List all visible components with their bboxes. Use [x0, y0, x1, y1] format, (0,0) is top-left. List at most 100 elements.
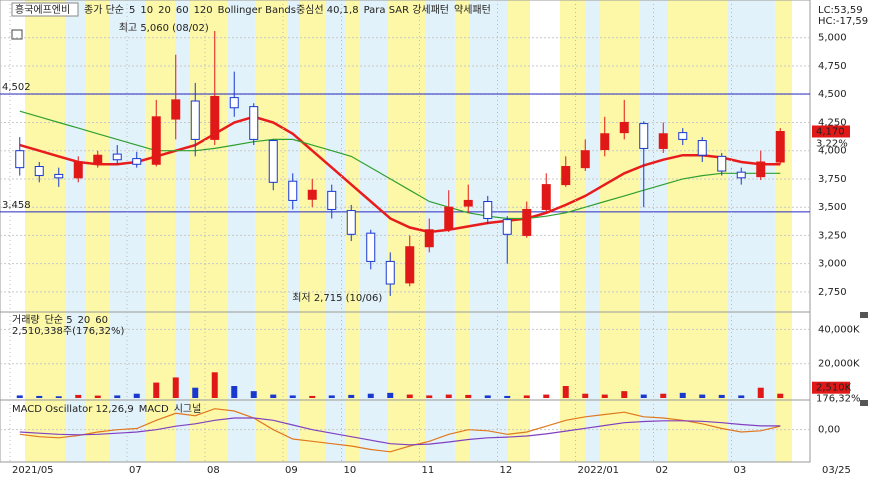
volume-bar: [289, 395, 296, 398]
stripe: [287, 0, 300, 462]
volume-bar: [75, 394, 82, 398]
x-tick-label: 07: [129, 465, 142, 476]
stripe: [600, 0, 640, 462]
change-label: 176,32%: [816, 394, 861, 405]
y-tick-label: 4,500: [818, 89, 847, 100]
legend-item: 5: [129, 5, 135, 16]
legend-item: 20: [158, 5, 171, 16]
legend-item: 단순 5: [45, 314, 73, 326]
line-series: [19, 408, 781, 453]
x-tick-label: 09: [285, 465, 298, 476]
volume-bar: [523, 395, 530, 398]
y-tick-label: 3,250: [818, 230, 847, 241]
volume-bar: [679, 392, 686, 398]
legend-item: 시그널: [174, 403, 202, 415]
y-tick-label: 20,000K: [818, 359, 860, 370]
legend-item: MACD: [139, 404, 169, 415]
legend-item: Bollinger Bands중심선 40,1,8: [218, 4, 359, 16]
volume-bar: [211, 372, 218, 398]
candle-body: [697, 140, 707, 156]
candle-body: [405, 246, 415, 284]
candle-body: [73, 161, 83, 179]
period-stripes: [25, 0, 792, 462]
stripe: [470, 0, 508, 462]
y-tick-label: 2,750: [818, 287, 847, 298]
y-tick-label: 4,250: [818, 117, 847, 128]
volume-bar: [465, 394, 472, 398]
candle-body: [678, 132, 688, 140]
legend-item: 20: [78, 315, 91, 326]
candle-body: [229, 97, 239, 109]
volume-bar: [621, 391, 628, 398]
stripe: [25, 0, 65, 462]
candle-body: [151, 116, 161, 165]
volume-bar: [309, 395, 316, 398]
panel-button[interactable]: [860, 400, 868, 406]
volume-bar: [543, 394, 550, 398]
panel-title: MACD Oscillator 12,26,9: [12, 404, 134, 415]
volume-bar: [133, 393, 140, 398]
candle-body: [34, 166, 44, 177]
x-tick-label: 02: [656, 465, 669, 476]
stripe: [728, 0, 775, 462]
candle-body: [463, 199, 473, 207]
stock-name: 흥국에프엔비: [15, 3, 70, 16]
volume-bar: [601, 394, 608, 398]
candle-body: [424, 229, 434, 248]
candle-body: [502, 219, 512, 235]
volume-bar: [153, 382, 160, 398]
candle-body: [93, 154, 103, 164]
candle-body: [327, 190, 337, 210]
panel-button[interactable]: [860, 312, 868, 318]
volume-bar: [582, 393, 589, 398]
plot-frame: [0, 0, 811, 463]
last-volume-label: 2,510K: [816, 383, 852, 394]
candle-body: [132, 158, 142, 165]
candle-body: [775, 130, 785, 163]
annotation: 최저 2,715 (10/06): [292, 292, 382, 304]
stripe: [560, 0, 585, 462]
settings-icon[interactable]: [11, 29, 23, 40]
candle-body: [112, 153, 122, 161]
volume-bar: [562, 386, 569, 398]
candle-body: [54, 173, 64, 179]
candle-body: [580, 150, 590, 169]
legend-item: 거래량: [12, 314, 40, 326]
legend-item: 60: [95, 315, 108, 326]
line-series: [19, 110, 781, 220]
x-end-label: 03/25: [822, 465, 851, 476]
volume-bar: [757, 387, 764, 398]
volume-bar: [348, 394, 355, 398]
y-tick-label: 3,500: [818, 202, 847, 213]
y-tick-label: 3,000: [818, 259, 847, 270]
y-tick-label: 5,000: [818, 33, 847, 44]
candle-body: [717, 155, 727, 172]
candle-body: [541, 184, 551, 210]
stripe: [255, 0, 287, 462]
y-tick-label: 4,750: [818, 61, 847, 72]
stripe: [145, 0, 175, 462]
stripe: [65, 0, 85, 462]
candle-body: [288, 180, 298, 201]
volume-bar: [16, 395, 23, 398]
reference-label: 3,458: [2, 200, 31, 211]
candle-body: [15, 150, 25, 169]
last-price-box: [812, 125, 850, 138]
stripe: [190, 0, 228, 462]
stripe: [775, 0, 792, 462]
volume-bar: [660, 393, 667, 398]
volume-bar: [738, 395, 745, 398]
volume-bar: [270, 394, 277, 398]
candle-body: [346, 210, 356, 235]
candle-body: [366, 232, 376, 262]
stripe: [85, 0, 110, 462]
stripe: [585, 0, 600, 462]
volume-bar: [699, 394, 706, 398]
volume-bar: [504, 395, 511, 398]
x-tick-label: 03: [734, 465, 747, 476]
candle-body: [639, 123, 649, 149]
line-series: [19, 115, 781, 234]
last-price-label: 4,170: [816, 126, 845, 137]
